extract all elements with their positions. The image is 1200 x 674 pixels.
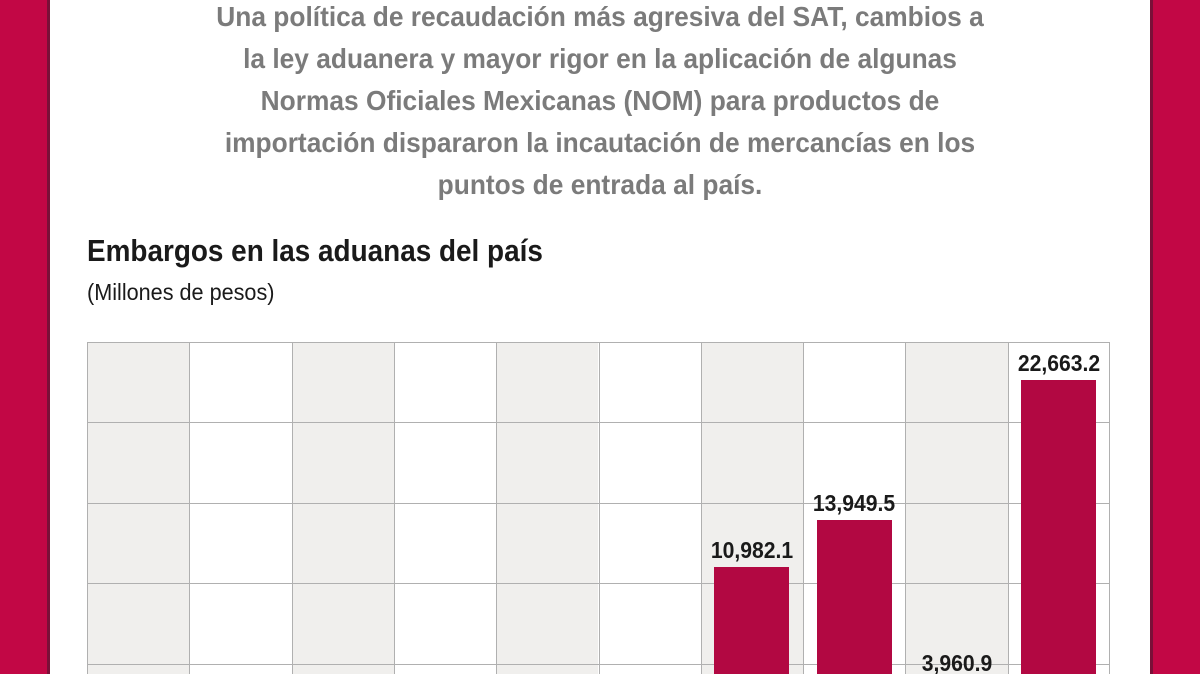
intro-text: Una política de recaudación más agresiva…	[216, 1, 984, 200]
gridline-vertical	[700, 342, 702, 674]
chart-subtitle: (Millones de pesos)	[87, 279, 275, 305]
grid-column-shade	[496, 342, 599, 674]
left-border-band	[0, 0, 50, 674]
grid-column-shade	[905, 342, 1008, 674]
gridline-vertical	[598, 342, 600, 674]
bar-value-label: 10,982.1	[710, 537, 794, 564]
bar	[816, 519, 892, 674]
bar-value-label: 13,949.5	[813, 489, 896, 516]
gridline-vertical	[87, 342, 88, 674]
gridline-vertical	[291, 342, 293, 674]
bar	[714, 567, 790, 674]
grid-column-shade	[291, 342, 394, 674]
gridline-vertical	[393, 342, 395, 674]
gridline-vertical	[803, 342, 805, 674]
gridline-vertical	[496, 342, 498, 674]
right-border-band	[1150, 0, 1200, 674]
gridline-vertical	[1007, 342, 1009, 674]
gridline-vertical	[189, 342, 191, 674]
chart-title: Embargos en las aduanas del país	[87, 233, 543, 268]
bar	[1021, 379, 1097, 674]
bar-value-label: 22,663.2	[1017, 349, 1101, 376]
bar-value-label: 3,960.9	[921, 650, 992, 674]
bar-chart: 10,982.1 13,949.5 3,960.9 22,663.2	[87, 342, 1110, 674]
grid-column-shade	[87, 342, 190, 674]
gridline-vertical	[1109, 342, 1110, 674]
gridline-vertical	[905, 342, 907, 674]
